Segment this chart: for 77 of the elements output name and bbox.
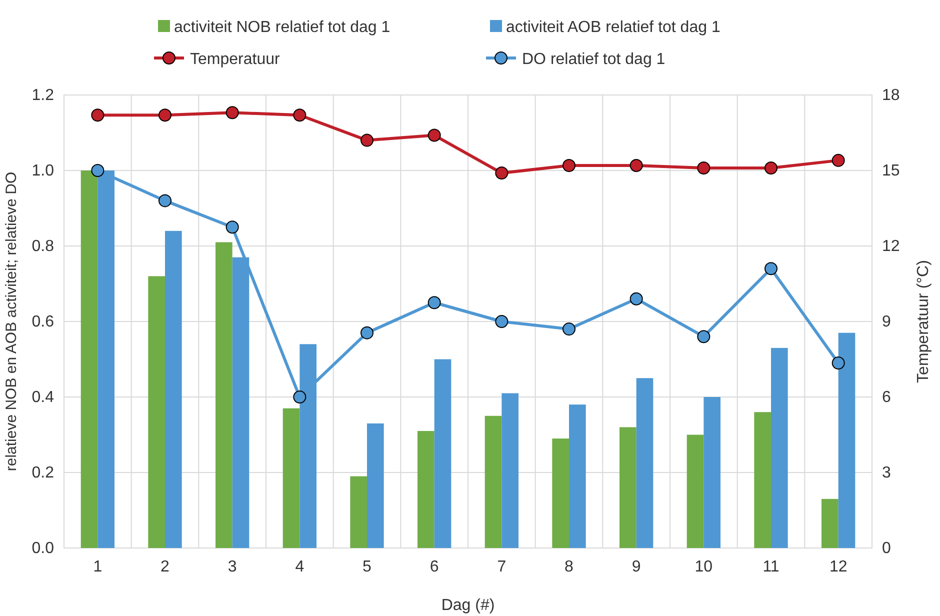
y-tick-label: 0.8	[32, 238, 54, 256]
bar	[484, 416, 502, 548]
bar	[771, 348, 788, 548]
point	[91, 108, 104, 122]
point	[697, 161, 710, 174]
y-tick-label: 1.0	[32, 162, 54, 180]
point	[495, 315, 508, 328]
point	[764, 161, 778, 174]
x-tick-label: 7	[497, 558, 506, 576]
bar	[216, 242, 232, 548]
bar	[754, 412, 771, 548]
point	[495, 166, 508, 180]
x-tick-label: 11	[762, 558, 780, 576]
point	[293, 390, 306, 404]
y2-tick-label: 0	[882, 540, 891, 558]
point	[428, 296, 441, 310]
y-tick-label: 0.6	[32, 314, 54, 331]
bar	[418, 430, 434, 548]
x-tick-label: 6	[430, 558, 439, 576]
bar	[148, 276, 165, 548]
point	[158, 108, 172, 122]
y-tick-label: 0.4	[32, 389, 54, 406]
point	[158, 194, 172, 208]
y-tick-label: 0.2	[32, 464, 54, 482]
point	[630, 158, 643, 172]
y2-tick-label: 9	[882, 314, 891, 331]
point	[764, 262, 778, 276]
point	[832, 356, 845, 370]
x-tick-label: 8	[564, 558, 574, 576]
x-tick-label: 5	[362, 558, 372, 576]
bar	[502, 393, 518, 548]
y2-tick-label: 15	[882, 162, 900, 180]
bar	[686, 434, 704, 548]
point	[630, 292, 643, 306]
point	[360, 134, 374, 147]
y2-axis-title: Temperatuur (°C)	[915, 260, 932, 383]
y-tick-label: 0.0	[32, 540, 54, 558]
legend-label: Temperatuur	[190, 51, 280, 68]
y-tick-label: 1.2	[32, 87, 54, 104]
x-tick-label: 2	[160, 558, 170, 576]
x-tick-label: 3	[228, 558, 237, 576]
bar	[822, 498, 838, 548]
legend-label: DO relatief tot dag 1	[522, 51, 666, 68]
bar	[704, 397, 720, 548]
bar	[569, 404, 586, 548]
y2-tick-label: 18	[882, 87, 900, 104]
bar	[282, 408, 300, 548]
x-tick-label: 1	[93, 558, 102, 576]
bar	[80, 170, 98, 548]
bar	[165, 230, 182, 548]
x-tick-label: 4	[295, 558, 304, 576]
y2-tick-label: 12	[882, 238, 900, 256]
x-tick-label: 9	[632, 558, 641, 576]
point	[697, 330, 710, 344]
point	[562, 158, 576, 172]
point	[91, 164, 104, 177]
point	[428, 128, 441, 142]
bar	[434, 359, 452, 548]
point	[226, 106, 239, 120]
point	[832, 154, 845, 167]
point	[360, 326, 374, 340]
bar	[552, 438, 569, 548]
y-axis-title: relatieve NOB en AOB activiteit; relatieve DO	[3, 172, 20, 472]
x-axis-title: Dag (#)	[441, 597, 495, 614]
legend-label: activiteit AOB relatief tot dag 1	[506, 19, 720, 36]
legend-label: activiteit NOB relatief tot dag 1	[174, 19, 390, 36]
y2-tick-label: 6	[882, 389, 891, 406]
point	[226, 220, 239, 234]
bar	[350, 476, 367, 548]
y2-tick-label: 3	[882, 464, 891, 482]
bar	[636, 378, 654, 548]
x-tick-label: 12	[829, 558, 848, 576]
bar	[367, 423, 384, 548]
point	[293, 108, 306, 122]
bar	[620, 427, 636, 548]
point	[562, 322, 576, 336]
x-tick-label: 10	[694, 558, 713, 576]
